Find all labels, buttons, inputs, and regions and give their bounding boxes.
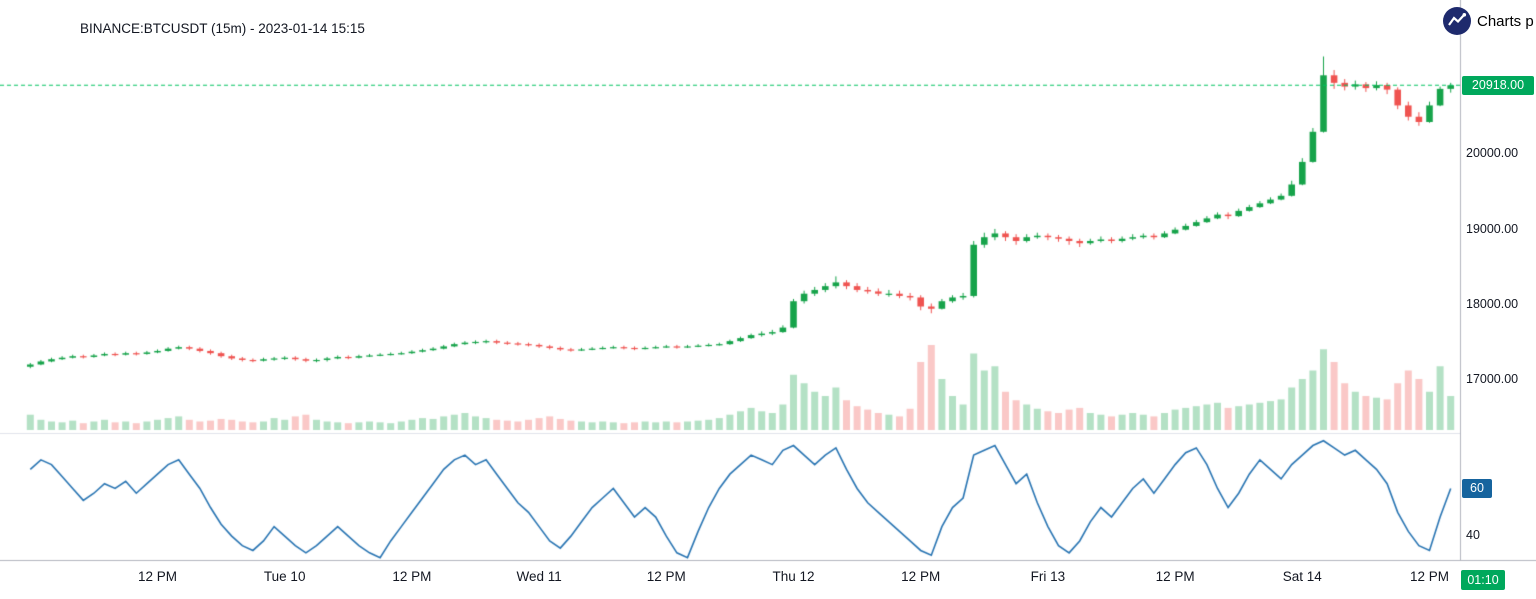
chart-line-icon xyxy=(1443,7,1471,35)
price-axis[interactable]: 20000.00 19000.00 18000.00 17000.00 xyxy=(1462,0,1536,560)
time-axis-label: Tue 10 xyxy=(263,569,306,584)
price-axis-label: 19000.00 xyxy=(1466,221,1519,236)
time-axis-label: 12 PM xyxy=(137,569,178,584)
last-price-badge: 20918.00 xyxy=(1462,75,1534,95)
attribution-label: Charts p xyxy=(1477,13,1534,30)
time-axis-label: Wed 11 xyxy=(516,569,562,584)
price-axis-label: 20000.00 xyxy=(1466,146,1519,161)
time-axis-label: 12 PM xyxy=(1155,569,1195,584)
time-axis-label: Fri 13 xyxy=(1030,569,1066,584)
time-axis-label: 12 PM xyxy=(901,569,941,584)
time-axis[interactable]: 12 PM Tue 10 12 PM Wed 11 12 PM Thu 12 12 PM Fr… xyxy=(0,560,1536,599)
time-axis-label: 12 PM xyxy=(646,569,686,584)
symbol-title: BINANCE:BTCUSDT (15m) - 2023-01-14 15:15 xyxy=(80,21,365,36)
tradingview-logo[interactable] xyxy=(1443,7,1471,35)
time-axis-label: 12 PM xyxy=(392,569,432,584)
time-axis-label: Sat 14 xyxy=(1282,569,1322,584)
rsi-value-badge: 60 xyxy=(1462,478,1492,498)
time-axis-label: 12 PM xyxy=(1409,569,1450,584)
time-axis-label: Thu 12 xyxy=(772,569,815,584)
price-axis-label: 17000.00 xyxy=(1466,372,1519,387)
price-axis-label: 18000.00 xyxy=(1466,296,1519,311)
rsi-axis-label-40: 40 xyxy=(1466,528,1480,543)
candle-countdown-badge: 01:10 xyxy=(1461,570,1505,590)
